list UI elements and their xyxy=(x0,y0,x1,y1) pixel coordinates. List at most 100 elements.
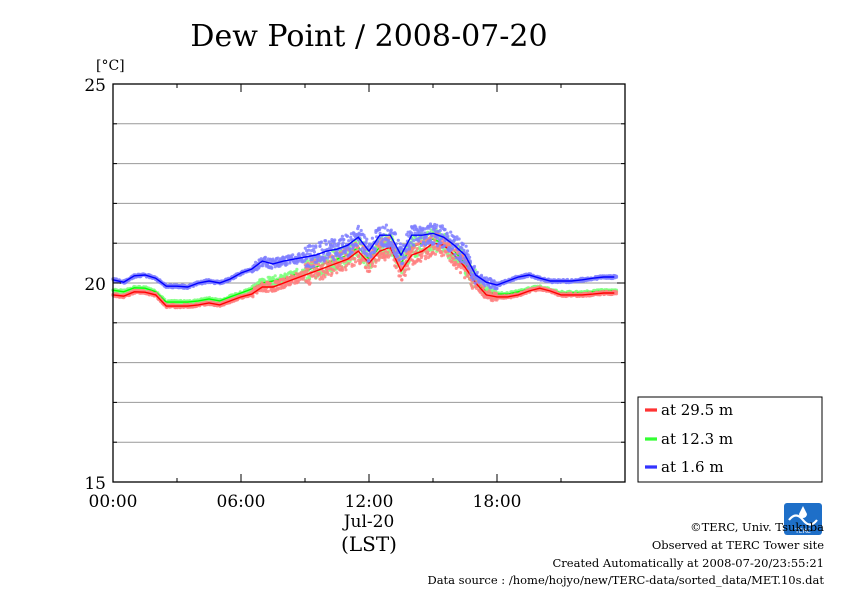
data-point xyxy=(370,264,374,268)
terc-logo: TERC xyxy=(784,503,822,535)
data-point xyxy=(388,253,392,257)
y-axis-label: [°C] xyxy=(96,58,125,74)
logo-text: TERC xyxy=(794,528,811,535)
data-point xyxy=(419,259,423,263)
data-point xyxy=(405,264,409,268)
data-point xyxy=(440,251,444,255)
chart-title: Dew Point / 2008-07-20 xyxy=(190,19,547,54)
data-point xyxy=(417,239,421,243)
data-point xyxy=(415,247,419,251)
data-point xyxy=(309,265,313,269)
data-point xyxy=(311,244,315,248)
data-point xyxy=(446,234,450,238)
data-point xyxy=(391,243,395,247)
data-point xyxy=(285,262,289,266)
data-point xyxy=(259,257,263,261)
data-point xyxy=(386,250,390,255)
data-point xyxy=(420,254,424,258)
data-point xyxy=(335,271,339,275)
data-point xyxy=(349,257,353,261)
data-point xyxy=(337,241,341,245)
data-point xyxy=(318,277,322,281)
data-point xyxy=(421,240,426,244)
data-point xyxy=(355,243,359,247)
data-point xyxy=(357,253,361,257)
data-point xyxy=(314,245,318,249)
data-point xyxy=(370,262,374,266)
data-point xyxy=(333,238,337,242)
data-point xyxy=(463,276,467,280)
data-point xyxy=(352,263,356,267)
data-point xyxy=(327,240,331,244)
data-point xyxy=(413,231,417,235)
data-point xyxy=(365,254,370,258)
data-point xyxy=(433,252,437,256)
data-point xyxy=(438,228,442,233)
data-point xyxy=(407,267,411,271)
data-point xyxy=(363,248,367,252)
data-point xyxy=(317,255,321,259)
data-point xyxy=(268,281,272,285)
data-point xyxy=(403,255,407,259)
data-point xyxy=(266,289,270,293)
data-point xyxy=(301,251,305,255)
data-point xyxy=(323,275,327,279)
data-point xyxy=(353,257,357,261)
data-point xyxy=(284,284,288,288)
data-point xyxy=(433,238,437,242)
data-point xyxy=(312,274,316,278)
data-point xyxy=(398,242,402,246)
data-point xyxy=(289,282,293,286)
data-point xyxy=(331,255,335,259)
data-point xyxy=(463,259,467,263)
data-point xyxy=(396,238,400,242)
data-point xyxy=(434,226,438,230)
data-point xyxy=(261,261,265,265)
data-point xyxy=(374,260,378,264)
data-point xyxy=(442,244,446,248)
data-point xyxy=(447,245,451,250)
x-tick-label: 00:00 xyxy=(89,492,138,512)
x-tick-label: 12:00 xyxy=(345,492,394,512)
data-point xyxy=(354,260,358,264)
data-point xyxy=(307,278,311,282)
data-point xyxy=(342,256,347,260)
series-2 xyxy=(111,222,619,291)
data-point xyxy=(451,246,455,250)
data-point xyxy=(457,237,461,241)
data-point xyxy=(424,235,428,239)
data-point xyxy=(424,254,428,258)
data-point xyxy=(458,252,462,256)
data-point xyxy=(347,239,351,243)
data-point xyxy=(409,241,413,245)
data-point xyxy=(470,286,474,290)
data-point xyxy=(308,244,312,248)
data-point xyxy=(373,264,377,268)
data-point xyxy=(465,249,470,253)
legend-label: at 12.3 m xyxy=(661,430,733,448)
data-point xyxy=(440,224,444,228)
data-point xyxy=(326,272,330,276)
data-point xyxy=(398,274,402,278)
data-point xyxy=(400,247,404,251)
data-point xyxy=(345,234,349,238)
data-point xyxy=(300,257,304,261)
data-point xyxy=(340,252,344,256)
data-point xyxy=(389,228,393,232)
data-point xyxy=(461,242,465,246)
data-point xyxy=(396,254,400,258)
data-point xyxy=(322,259,326,263)
data-point xyxy=(453,252,457,257)
data-point xyxy=(495,287,499,291)
data-point xyxy=(424,257,428,261)
data-point xyxy=(347,262,351,266)
data-point xyxy=(412,238,416,243)
data-point xyxy=(472,264,477,269)
data-point xyxy=(466,253,470,257)
data-point xyxy=(418,225,422,229)
data-point xyxy=(433,229,437,233)
data-point xyxy=(328,261,333,265)
data-point xyxy=(359,228,363,233)
data-point xyxy=(458,271,463,275)
data-point xyxy=(330,271,334,275)
